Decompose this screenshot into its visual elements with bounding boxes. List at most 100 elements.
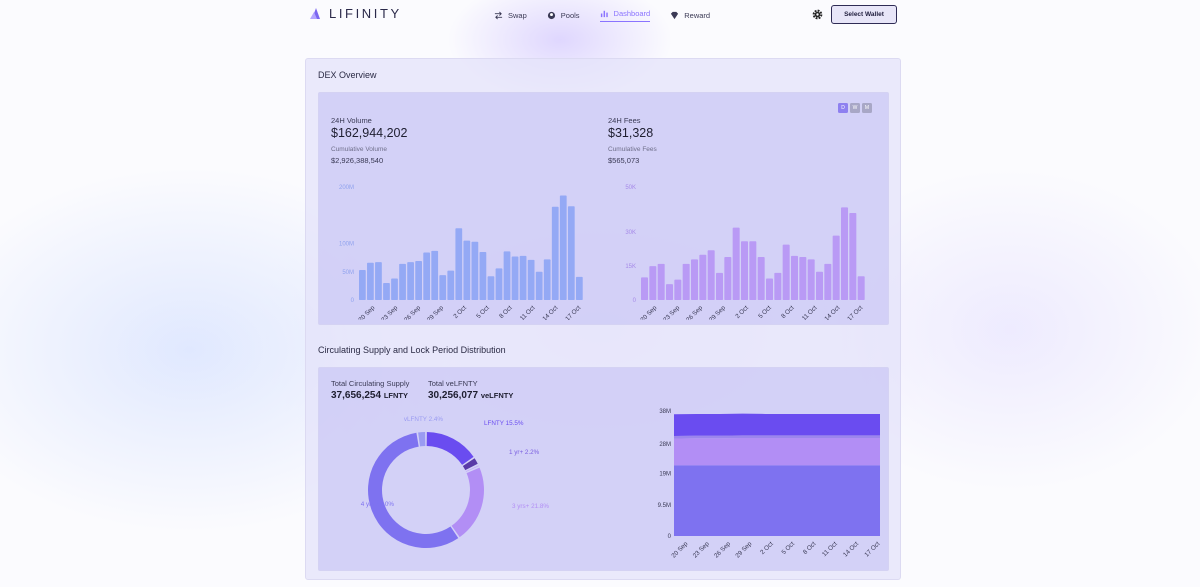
bar-chart-icon xyxy=(600,10,608,18)
volume-x-tick: 20 Sep xyxy=(357,304,376,320)
volume-bar xyxy=(383,283,390,300)
volume-x-tick: 23 Sep xyxy=(380,304,399,320)
slice-4yr-label: 4 yrs 57.0% xyxy=(361,501,395,508)
slice-4yr xyxy=(368,432,459,548)
fees-bar xyxy=(666,284,673,300)
total-supply-number: 37,656,254 xyxy=(331,390,382,401)
fees-x-tick: 11 Oct xyxy=(801,304,819,320)
nav-label-dashboard: Dashboard xyxy=(613,9,651,18)
area-1yr xyxy=(674,435,880,439)
swap-arrows-icon xyxy=(494,11,503,19)
volume-bar xyxy=(479,251,487,300)
volume-bar xyxy=(495,268,503,300)
fees-bar xyxy=(716,272,723,300)
slice-3yr-label: 3 yrs+ 21.8% xyxy=(512,503,549,510)
total-supply-unit: LFNTY xyxy=(383,391,409,400)
nav-item-pools[interactable]: Pools xyxy=(547,8,580,22)
volume-bar xyxy=(575,276,583,300)
volume-x-tick: 26 Sep xyxy=(403,304,422,320)
fees-x-tick: 17 Oct xyxy=(846,304,864,320)
total-supply-value: 37,656,254 LFNTY xyxy=(331,390,408,401)
volume-bar xyxy=(519,255,527,300)
total-supply-label: Total Circulating Supply xyxy=(331,379,410,388)
volume-x-tick: 2 Oct xyxy=(452,304,468,320)
fees-x-tick: 2 Oct xyxy=(734,304,750,320)
nav-item-swap[interactable]: Swap xyxy=(494,8,527,22)
dex-overview-title: DEX Overview xyxy=(318,70,377,80)
fees-bar xyxy=(682,263,690,300)
slice-velfnty xyxy=(418,432,426,447)
nav-item-dashboard[interactable]: Dashboard xyxy=(599,8,651,22)
area-4yrs xyxy=(674,465,880,536)
volume-bar xyxy=(463,240,471,300)
toggle-day[interactable]: D xyxy=(838,103,848,113)
fees-bar xyxy=(741,241,748,300)
fees-bar xyxy=(799,257,807,300)
fees-bar xyxy=(749,241,757,300)
lock-distribution-donut: LFNTY 15.5% 1 yr+ 2.2% 3 yrs+ 21.8% 4 yrs 5… xyxy=(361,416,549,548)
fees-bar xyxy=(849,212,857,300)
nav-menu: Swap Pools Dashboard Reward xyxy=(494,8,730,22)
fees-y-tick: 50K xyxy=(625,185,636,191)
nav-label-reward: Reward xyxy=(684,10,711,20)
fees-bar xyxy=(791,255,798,300)
volume-bar xyxy=(535,271,543,300)
fees-bar xyxy=(641,277,648,300)
volume-bar xyxy=(399,263,406,300)
slice-1yr-label: 1 yr+ 2.2% xyxy=(509,449,540,456)
area-y-tick: 0 xyxy=(668,534,672,540)
select-wallet-button[interactable]: Select Wallet xyxy=(831,5,897,24)
slice-1yr xyxy=(462,458,478,471)
logo[interactable]: LIFINITY xyxy=(309,6,402,21)
fees-x-tick: 23 Sep xyxy=(662,304,681,320)
volume-bar xyxy=(415,261,422,300)
volume-x-tick: 29 Sep xyxy=(426,304,445,320)
volume-value: $162,944,202 xyxy=(331,126,408,140)
fees-value: $31,328 xyxy=(608,126,654,140)
fees-x-tick: 20 Sep xyxy=(639,304,658,320)
volume-label: 24H Volume xyxy=(331,116,372,125)
volume-bar xyxy=(551,206,559,300)
fees-bar xyxy=(816,271,823,300)
area-y-tick: 19M xyxy=(659,472,671,478)
area-y-tick: 38M xyxy=(659,409,671,415)
volume-y-tick: 200M xyxy=(339,185,354,191)
gear-icon[interactable] xyxy=(812,9,823,20)
fees-bar xyxy=(841,207,848,300)
slice-lfnty-label: LFNTY 15.5% xyxy=(484,420,524,427)
volume-bar xyxy=(423,252,431,300)
volume-bar xyxy=(455,228,463,300)
area-x-tick: 5 Oct xyxy=(780,540,796,556)
supply-title: Circulating Supply and Lock Period Distr… xyxy=(318,345,506,355)
area-x-tick: 26 Sep xyxy=(713,540,732,559)
fees-x-tick: 5 Oct xyxy=(757,304,773,320)
area-y-tick: 28M xyxy=(659,442,671,448)
fees-bar xyxy=(782,244,790,300)
area-x-tick: 2 Oct xyxy=(759,540,775,556)
volume-bar xyxy=(391,278,398,300)
volume-bar xyxy=(543,259,551,300)
fees-bar xyxy=(724,257,732,300)
nav-label-swap: Swap xyxy=(508,10,527,20)
area-lfnty xyxy=(674,413,880,436)
area-x-tick: 20 Sep xyxy=(670,540,689,559)
logo-text: LIFINITY xyxy=(329,6,402,21)
nav-item-reward[interactable]: Reward xyxy=(670,8,710,22)
volume-bar xyxy=(487,276,495,300)
area-x-tick: 23 Sep xyxy=(692,540,711,559)
cumulative-fees-label: Cumulative Fees xyxy=(608,146,657,153)
toggle-week[interactable]: W xyxy=(850,103,860,113)
volume-x-tick: 5 Oct xyxy=(475,304,491,320)
fees-bar xyxy=(807,259,815,300)
fees-x-tick: 8 Oct xyxy=(780,304,796,320)
area-x-tick: 29 Sep xyxy=(734,540,753,559)
slice-lfnty xyxy=(426,432,474,465)
fees-bar xyxy=(774,272,782,300)
fees-bar xyxy=(832,235,840,300)
fees-bar-chart: 0 15K 30K 50K 20 Sep 23 Sep 26 Sep 29 Sep 2 Oct 5… xyxy=(625,185,865,320)
slice-velfnty-label: vLFNTY 2.4% xyxy=(404,416,443,423)
fees-y-tick: 30K xyxy=(625,230,636,236)
volume-bar xyxy=(359,270,366,300)
toggle-month[interactable]: M xyxy=(862,103,872,113)
area-x-tick: 14 Oct xyxy=(842,540,860,558)
